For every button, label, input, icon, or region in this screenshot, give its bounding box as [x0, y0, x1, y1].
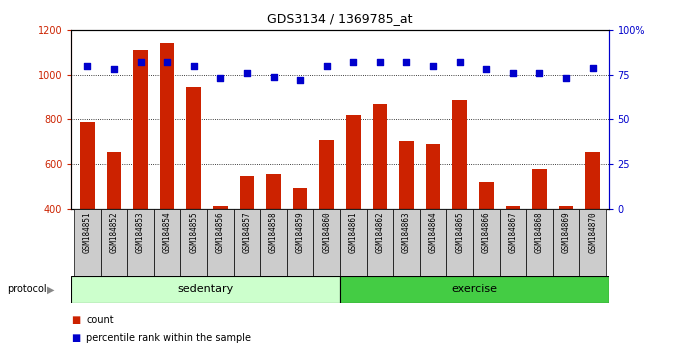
Bar	[559, 206, 573, 209]
Point	[375, 59, 386, 65]
Text: GSM184857: GSM184857	[243, 211, 252, 252]
Point	[268, 74, 279, 79]
Bar	[293, 188, 307, 209]
Point	[82, 63, 92, 69]
Bar	[234, 209, 260, 278]
Text: GSM184861: GSM184861	[349, 211, 358, 252]
Point	[188, 63, 199, 69]
Text: count: count	[86, 315, 114, 325]
Bar	[320, 139, 334, 209]
Text: GSM184852: GSM184852	[109, 211, 118, 252]
Text: ▶: ▶	[46, 284, 54, 295]
Bar	[74, 209, 101, 278]
Point	[162, 59, 173, 65]
Bar	[71, 276, 340, 303]
Text: GSM184870: GSM184870	[588, 211, 597, 252]
Text: GSM184854: GSM184854	[163, 211, 171, 252]
Bar	[101, 209, 127, 278]
Bar	[526, 209, 553, 278]
Bar	[287, 209, 313, 278]
Point	[560, 75, 571, 81]
Point	[428, 63, 439, 69]
Text: protocol: protocol	[7, 284, 46, 295]
Point	[401, 59, 412, 65]
Point	[481, 67, 492, 72]
Point	[321, 63, 332, 69]
Bar	[399, 141, 414, 209]
Text: percentile rank within the sample: percentile rank within the sample	[86, 333, 252, 343]
Text: GSM184867: GSM184867	[509, 211, 517, 252]
Bar	[426, 144, 441, 209]
Bar	[160, 44, 175, 209]
Point	[135, 59, 146, 65]
Text: GSM184864: GSM184864	[428, 211, 437, 252]
Bar	[213, 206, 228, 209]
Text: GSM184859: GSM184859	[296, 211, 305, 252]
Point	[588, 65, 598, 70]
Text: GSM184862: GSM184862	[375, 211, 384, 252]
Bar	[186, 87, 201, 209]
Point	[507, 70, 518, 76]
Bar	[585, 152, 600, 209]
Bar	[154, 209, 180, 278]
Bar	[452, 101, 467, 209]
Text: GSM184851: GSM184851	[83, 211, 92, 252]
Text: GSM184866: GSM184866	[481, 211, 491, 252]
Text: GSM184865: GSM184865	[455, 211, 464, 252]
Bar	[373, 104, 387, 209]
Text: GDS3134 / 1369785_at: GDS3134 / 1369785_at	[267, 12, 413, 25]
Bar	[260, 209, 287, 278]
Bar	[340, 209, 367, 278]
Bar	[579, 209, 606, 278]
Point	[215, 75, 226, 81]
Text: GSM184856: GSM184856	[216, 211, 225, 252]
Bar	[80, 122, 95, 209]
Bar	[266, 174, 281, 209]
Text: GSM184853: GSM184853	[136, 211, 145, 252]
Bar	[553, 209, 579, 278]
Bar	[505, 206, 520, 209]
Point	[241, 70, 252, 76]
Bar	[532, 169, 547, 209]
Bar	[473, 209, 500, 278]
Bar	[107, 152, 121, 209]
Text: GSM184868: GSM184868	[535, 211, 544, 252]
Point	[534, 70, 545, 76]
Point	[454, 59, 465, 65]
Text: GSM184869: GSM184869	[562, 211, 571, 252]
Text: exercise: exercise	[452, 284, 497, 295]
Text: GSM184860: GSM184860	[322, 211, 331, 252]
Bar	[446, 209, 473, 278]
Bar	[180, 209, 207, 278]
Bar	[207, 209, 234, 278]
Point	[294, 77, 305, 83]
Bar	[479, 182, 494, 209]
Bar	[239, 176, 254, 209]
Text: GSM184863: GSM184863	[402, 211, 411, 252]
Bar	[420, 209, 446, 278]
Point	[109, 67, 120, 72]
Text: GSM184858: GSM184858	[269, 211, 278, 252]
Text: ■: ■	[71, 315, 81, 325]
Bar	[500, 209, 526, 278]
Bar	[127, 209, 154, 278]
Bar	[346, 115, 360, 209]
Text: GSM184855: GSM184855	[189, 211, 199, 252]
Point	[348, 59, 359, 65]
Text: ■: ■	[71, 333, 81, 343]
Text: sedentary: sedentary	[177, 284, 234, 295]
Bar	[313, 209, 340, 278]
Bar	[393, 209, 420, 278]
Bar	[367, 209, 393, 278]
Bar	[340, 276, 609, 303]
Bar	[133, 50, 148, 209]
